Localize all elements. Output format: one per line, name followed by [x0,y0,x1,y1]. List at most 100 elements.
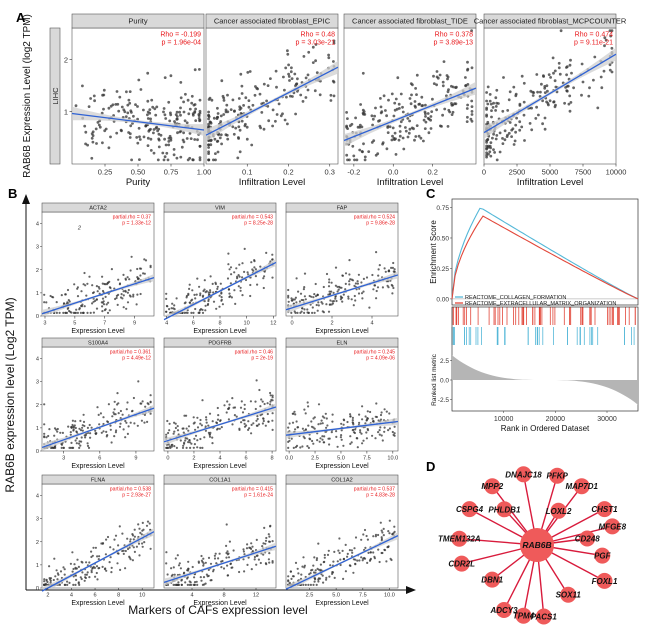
scatter-point [207,158,211,162]
x-tick-label: 4 [218,456,221,462]
scatter-point [385,147,389,151]
scatter-point [572,86,575,90]
scatter-point [207,152,211,156]
scatter-point [435,75,439,79]
scatter-point [423,110,427,114]
scatter-point [72,311,75,314]
scatter-point [313,556,316,559]
scatter-point [202,289,205,293]
scatter-point [334,266,338,269]
scatter-point [200,554,203,558]
scatter-point [56,427,59,431]
scatter-point [352,304,355,307]
scatter-point [303,286,306,289]
scatter-point [326,424,329,427]
x-tick-label: 7 [103,321,106,327]
scatter-point [372,551,375,554]
scatter-point [427,131,431,135]
scatter-point [176,425,179,428]
scatter-point [323,435,326,438]
scatter-point [105,430,108,433]
node-label: DNAJC18 [505,470,542,479]
scatter-point [246,71,250,74]
scatter-point [62,566,65,569]
scatter-point [332,41,336,45]
scatter-point [153,107,157,111]
scatter-point [384,270,387,273]
scatter-point [83,579,86,582]
scatter-point [187,567,190,571]
scatter-point [362,112,365,116]
scatter-point [193,443,196,446]
scatter-point [357,273,360,276]
y-axis-arrowhead [22,194,30,204]
scatter-point [167,443,170,446]
scatter-point [488,93,492,96]
scatter-point [271,560,274,563]
scatter-point [72,428,75,431]
scatter-point [355,437,358,440]
scatter-point [178,110,182,114]
scatter-point [43,436,46,439]
scatter-point [275,113,279,116]
scatter-point [80,290,83,293]
scatter-point [249,400,252,403]
scatter-point [166,158,170,162]
scatter-point [227,252,230,255]
scatter-point [96,290,99,293]
es-curve-collagen [451,207,639,300]
scatter-point [179,106,182,110]
node-label: CSPG4 [456,505,484,514]
scatter-point [393,270,396,273]
scatter-point [204,309,207,312]
scatter-point [222,99,226,102]
network-node [496,602,512,618]
es-axis-label: Enrichment Score [429,220,438,284]
scatter-point [391,533,394,536]
scatter-point [165,433,168,436]
scatter-point [140,533,143,536]
scatter-point [138,554,141,557]
scatter-point [141,529,144,532]
scatter-point [303,295,306,298]
scatter-point [88,423,91,427]
network-node [461,501,478,518]
scatter-point [228,268,231,271]
scatter-point [202,557,205,560]
scatter-point [116,102,120,106]
scatter-point [338,537,341,540]
scatter-point [365,276,369,279]
scatter-point [381,286,384,289]
scatter-point [119,422,122,425]
scatter-point [87,446,91,449]
node-label: ADCY3 [489,606,518,615]
scatter-point [402,147,406,151]
scatter-point [217,414,220,417]
scatter-point [488,150,492,154]
scatter-point [325,272,329,276]
scatter-point [373,114,376,118]
scatter-point [74,439,77,442]
scatter-point [226,137,230,141]
scatter-point [551,56,555,60]
scatter-point [545,100,548,104]
scatter-point [398,130,402,133]
scatter-point [349,413,352,416]
scatter-point [172,148,176,151]
scatter-point [259,265,262,268]
scatter-point [247,99,251,102]
scatter-point [107,146,111,150]
x-tick-label: 4 [165,321,168,327]
scatter-point [287,446,290,449]
scatter-point [564,86,567,89]
scatter-point [348,564,351,567]
scatter-point [438,73,442,77]
scatter-point [295,82,298,86]
scatter-point [129,124,133,128]
scatter-point [189,137,193,141]
scatter-point [358,559,361,562]
p-value-label: p = 3.89e-13 [433,40,473,47]
scatter-point [139,292,142,296]
scatter-point [344,543,347,547]
scatter-point [366,538,369,541]
